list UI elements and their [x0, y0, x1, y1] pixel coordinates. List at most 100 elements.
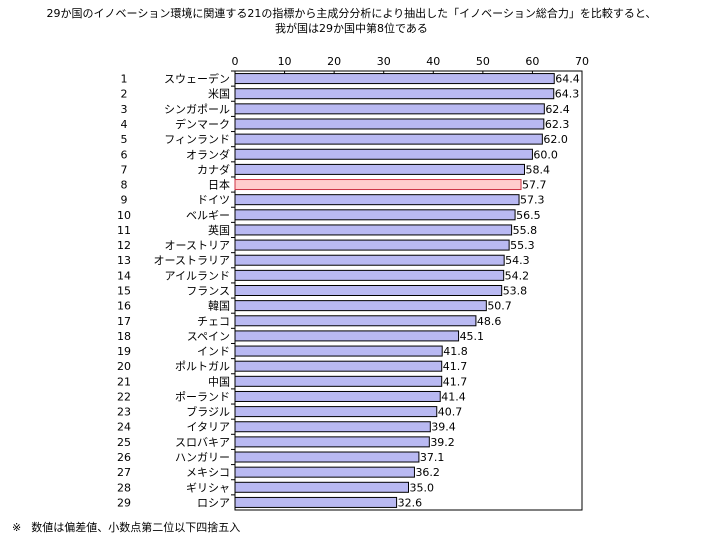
category-label: チェコ	[197, 315, 230, 328]
category-label: 韓国	[208, 300, 230, 313]
category-label: デンマーク	[175, 117, 230, 131]
value-label: 39.4	[431, 421, 456, 434]
category-label: ロシア	[197, 496, 230, 509]
chart-title-line-2: 我が国は29か国中第8位である	[275, 22, 428, 35]
bar	[234, 390, 441, 402]
rank-label: 22	[117, 390, 131, 403]
rank-label: 17	[117, 315, 131, 328]
bar	[234, 88, 555, 100]
category-label: イタリア	[186, 421, 230, 434]
rank-label: 12	[117, 239, 131, 252]
category-label: ベルギー	[186, 209, 230, 222]
value-label: 41.7	[443, 375, 468, 388]
value-label: 50.7	[487, 300, 512, 313]
category-label: オーストラリア	[154, 254, 230, 267]
bar	[234, 103, 545, 115]
category-label: ポーランド	[175, 390, 230, 403]
bar	[234, 269, 505, 281]
bar	[234, 421, 431, 433]
value-label: 37.1	[420, 451, 445, 464]
rank-label: 28	[117, 481, 131, 494]
x-tick-label: 50	[476, 55, 490, 68]
value-label: 62.4	[545, 103, 570, 116]
value-label: 58.4	[525, 163, 550, 176]
value-label: 55.3	[510, 239, 535, 252]
rank-label: 6	[121, 148, 128, 161]
bar	[234, 133, 543, 145]
rank-label: 2	[121, 88, 128, 101]
bar	[234, 315, 477, 327]
bar	[234, 224, 513, 236]
rank-label: 1	[121, 73, 128, 86]
bar	[234, 481, 409, 493]
rank-label: 13	[117, 254, 131, 267]
rank-label: 15	[117, 285, 131, 298]
rank-label: 11	[117, 224, 131, 237]
rank-label: 10	[117, 209, 131, 222]
x-tick-label: 40	[426, 55, 440, 68]
value-label: 64.4	[555, 73, 580, 86]
bar	[234, 254, 505, 266]
category-label: フランス	[186, 285, 230, 298]
rank-label: 14	[117, 269, 131, 282]
value-label: 36.2	[415, 466, 440, 479]
rank-label: 21	[117, 375, 131, 388]
footnote: ※ 数値は偏差値、小数点第二位以下四捨五入	[12, 519, 240, 535]
category-label: ドイツ	[197, 194, 230, 207]
rank-label: 4	[121, 118, 128, 131]
value-label: 40.7	[438, 406, 463, 419]
bar	[234, 118, 545, 130]
rank-label: 25	[117, 436, 131, 449]
bar	[234, 451, 420, 463]
bar	[234, 406, 438, 418]
x-tick-label: 20	[327, 55, 341, 68]
category-label: シンガポール	[164, 103, 230, 116]
rank-label: 3	[121, 103, 128, 116]
chart-title-line-1: 29か国のイノベーション環境に関連する21の指標から主成分分析により抽出した「イ…	[46, 7, 657, 20]
value-label: 62.3	[545, 118, 570, 131]
value-label: 48.6	[477, 315, 502, 328]
bar	[234, 73, 555, 85]
category-label: ポルトガル	[175, 360, 230, 373]
bar	[234, 148, 533, 160]
rank-label: 23	[117, 406, 131, 419]
category-label: スロバキア	[175, 436, 230, 449]
category-label: メキシコ	[186, 466, 230, 479]
value-label: 62.0	[543, 133, 568, 146]
value-label: 57.3	[520, 194, 545, 207]
value-label: 32.6	[398, 496, 423, 509]
x-tick-label: 70	[575, 55, 589, 68]
rank-label: 19	[117, 345, 131, 358]
rank-label: 20	[117, 360, 131, 373]
rank-label: 24	[117, 421, 131, 434]
bar	[234, 466, 415, 478]
category-label: アイルランド	[165, 269, 230, 282]
category-label: スペイン	[187, 330, 230, 343]
value-label: 60.0	[533, 148, 558, 161]
category-label: 英国	[208, 223, 230, 237]
value-label: 53.8	[503, 285, 528, 298]
category-label: オーストリア	[165, 239, 230, 252]
bar	[234, 375, 443, 387]
value-label: 56.5	[516, 209, 541, 222]
value-label: 41.4	[441, 390, 466, 403]
category-label: ブラジル	[186, 405, 230, 419]
x-tick-label: 30	[377, 55, 391, 68]
value-label: 54.3	[505, 254, 530, 267]
value-label: 45.1	[460, 330, 485, 343]
value-label: 41.8	[443, 345, 468, 358]
bar	[234, 436, 430, 448]
x-tick-label: 60	[525, 55, 539, 68]
category-label: 米国	[208, 88, 230, 101]
bar	[234, 179, 522, 191]
rank-label: 9	[121, 194, 128, 207]
value-label: 55.8	[513, 224, 538, 237]
category-label: 日本	[208, 178, 230, 192]
value-label: 35.0	[410, 481, 435, 494]
bar	[234, 285, 503, 296]
bar	[234, 194, 520, 206]
category-label: カナダ	[197, 162, 230, 176]
value-label: 41.7	[443, 360, 468, 373]
bar	[234, 300, 487, 312]
